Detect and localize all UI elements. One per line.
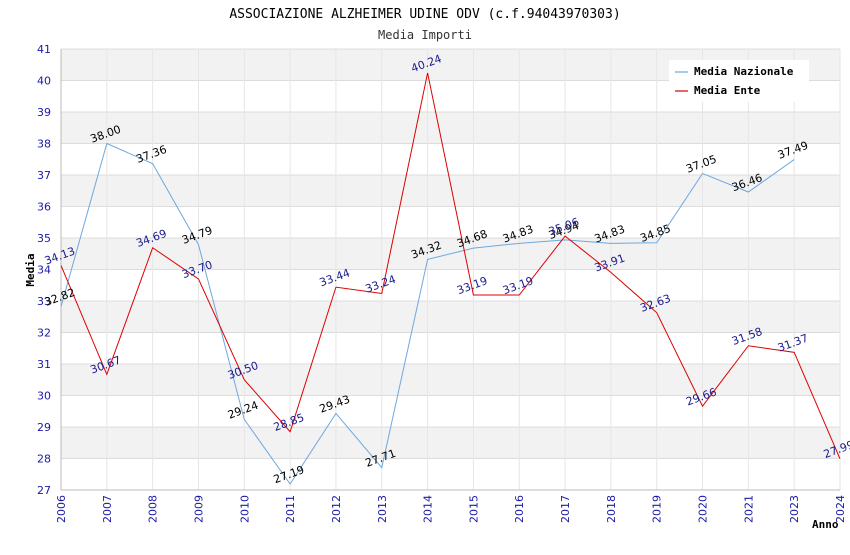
x-tick-label: 2009 [192,495,205,523]
x-tick-label: 2024 [834,495,847,523]
series-lines [60,72,841,485]
x-tick-label: 2015 [467,495,480,523]
y-tick-label: 37 [37,169,51,182]
x-tick-label: 2008 [147,495,160,523]
grid-band [61,112,840,144]
y-axis-label: Media [24,253,37,286]
y-tick-label: 34 [37,264,51,277]
y-tick-label: 31 [37,358,51,371]
y-tick-label: 35 [37,232,51,245]
grid-bands [61,49,840,459]
data-label: 37.36 [134,143,168,166]
y-tick-label: 30 [37,390,51,403]
legend-label-media-ente: Media Ente [694,84,761,97]
x-tick-label: 2006 [55,495,68,523]
x-tick-label: 2013 [376,495,389,523]
x-tick-label: 2017 [559,495,572,523]
y-tick-label: 28 [37,453,51,466]
y-tick-label: 27 [37,484,51,497]
legend-label-media-nazionale: Media Nazionale [694,65,794,78]
data-label: 29.24 [226,399,260,422]
data-label: 31.37 [776,332,810,355]
grid-band [61,427,840,459]
x-tick-labels: 2006 2007 2008 2009 2010 2011 2012 2013 2014 2015… [55,495,847,523]
x-tick-label: 2011 [284,495,297,523]
x-tick-label: 2023 [788,495,801,523]
x-tick-label: 2016 [513,495,526,523]
x-axis-label: Anno [812,518,839,531]
x-tick-label: 2018 [605,495,618,523]
data-label: 33.24 [364,273,398,296]
legend: Media Nazionale Media Ente [669,60,809,102]
grid-band [61,175,840,207]
legend-box [669,60,809,102]
series-line-media-nazionale [60,142,795,485]
y-tick-label: 40 [37,75,51,88]
grid-band [61,301,840,333]
x-tick-label: 2021 [742,495,755,523]
x-tick-label: 2014 [422,495,435,523]
series-line-media-ente [60,72,841,460]
y-tick-label: 41 [37,43,51,56]
x-tick-label: 2020 [697,495,710,523]
y-tick-label: 29 [37,421,51,434]
y-tick-label: 38 [37,138,51,151]
grid-band [61,364,840,396]
chart-title: ASSOCIAZIONE ALZHEIMER UDINE ODV (c.f.94… [229,7,620,22]
data-label: 37.05 [684,153,718,176]
y-tick-label: 33 [37,295,51,308]
y-tick-label: 32 [37,327,51,340]
x-tick-label: 2007 [101,495,114,523]
axes [60,49,840,491]
y-tick-labels: 27 28 29 30 31 32 33 34 35 36 37 38 39 40 41 [37,43,51,497]
data-label: 33.19 [455,274,489,297]
x-tick-label: 2012 [330,495,343,523]
y-tick-label: 36 [37,201,51,214]
data-label: 33.19 [501,274,535,297]
x-tick-label: 2019 [651,495,664,523]
chart-subtitle: Media Importi [378,28,472,42]
x-tick-label: 2010 [238,495,251,523]
data-label: 29.43 [318,393,352,416]
y-tick-label: 39 [37,106,51,119]
